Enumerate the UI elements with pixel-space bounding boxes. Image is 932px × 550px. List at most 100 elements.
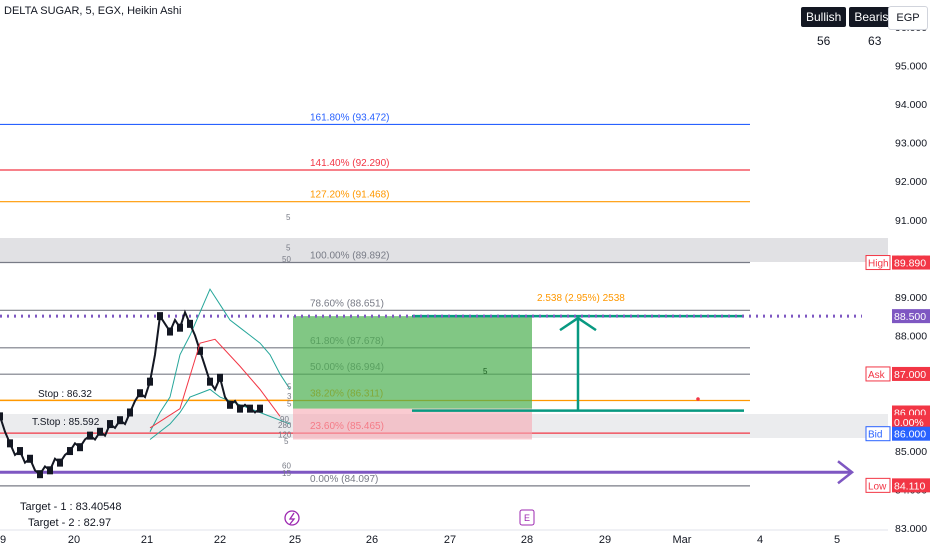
price-tag-bg xyxy=(892,366,930,381)
x-tick-label: 20 xyxy=(68,534,80,546)
y-tick-label: 91.000 xyxy=(895,215,927,227)
y-tick-label: 94.000 xyxy=(895,99,927,111)
candle xyxy=(17,447,23,456)
candle xyxy=(67,447,73,456)
target-1-label: Target - 1 : 83.40548 xyxy=(20,501,122,513)
price-tag-bg xyxy=(892,426,930,441)
fib-label: 161.80% (93.472) xyxy=(310,112,390,123)
target-2-label: Target - 2 : 82.97 xyxy=(28,517,112,529)
candle xyxy=(177,323,183,332)
price-tag-value: 84.110 xyxy=(894,480,925,492)
level-count-label: 5 xyxy=(284,437,289,446)
fib-label: 100.00% (89.892) xyxy=(310,250,390,261)
event-earnings-icon: E xyxy=(519,509,535,526)
x-tick-label: 21 xyxy=(141,534,153,546)
bearish-button[interactable]: Bearish xyxy=(849,7,901,27)
level-count-label: 3 xyxy=(287,392,292,401)
level-count-label: 90 xyxy=(280,415,289,424)
price-tag-name: Bid xyxy=(868,430,882,441)
level-count-label: 50 xyxy=(282,255,291,264)
x-tick-label: 4 xyxy=(757,534,763,546)
x-tick-label: 25 xyxy=(289,534,301,546)
fib-label: 0.00% (84.097) xyxy=(310,474,378,485)
red-overlay-line xyxy=(149,338,281,429)
price-tag-value: 87.000 xyxy=(894,369,926,381)
sentiment-widget: Bullish 56 Bearish 63 xyxy=(801,7,901,48)
x-tick-label: 27 xyxy=(444,534,456,546)
y-tick-label: 85.000 xyxy=(895,446,927,458)
candle xyxy=(167,327,173,336)
candle xyxy=(0,412,3,421)
symbol-header: DELTA SUGAR, 5, EGX, Heikin Ashi xyxy=(4,5,182,17)
price-tag-ask: 87.000 Ask xyxy=(865,366,930,382)
event-bolt xyxy=(288,512,296,525)
candle xyxy=(127,408,133,417)
price-tag-value: 89.890 xyxy=(894,258,926,270)
price-tag-name: Low xyxy=(868,481,887,492)
price-tag-bg xyxy=(892,478,930,493)
x-tick-label: 22 xyxy=(214,534,226,546)
stop-label: Stop : 86.32 xyxy=(38,389,92,400)
teal-band-lower xyxy=(149,388,291,440)
x-tick-label: Mar xyxy=(673,534,692,546)
level-count-label: 120 xyxy=(278,431,292,440)
teal-arrow-head xyxy=(559,316,597,332)
price-tag-name-bg xyxy=(865,366,891,382)
price-tag-bg xyxy=(892,309,930,324)
position-mid-label: 5 xyxy=(483,367,488,376)
price-tag-name: Ask xyxy=(868,370,886,381)
candle xyxy=(47,466,53,475)
price-tag-name-bg xyxy=(865,477,891,493)
candle xyxy=(37,470,43,479)
price-tag-change: 0.00% xyxy=(892,415,930,430)
y-tick-label: 89.000 xyxy=(895,292,927,304)
level-count-label: 15 xyxy=(282,469,291,478)
profit-zone xyxy=(293,316,532,409)
y-tick-label: 92.000 xyxy=(895,176,927,188)
bullish-button[interactable]: Bullish xyxy=(801,7,847,27)
red-dot-marker xyxy=(696,397,700,401)
candle xyxy=(107,420,113,429)
candle xyxy=(117,416,123,425)
candle xyxy=(137,389,143,398)
candle xyxy=(7,439,13,448)
candle xyxy=(197,346,203,355)
candle xyxy=(227,400,233,409)
purple-arrow-head xyxy=(837,460,855,485)
price-tag-bg xyxy=(892,415,930,430)
price-tag-bid: 86.000 Bid xyxy=(865,426,930,442)
position-label: 2.538 (2.95%) 2538 xyxy=(537,293,625,304)
x-tick-label: 26 xyxy=(366,534,378,546)
price-tag-bg xyxy=(892,255,930,270)
price-tag-high: 89.890 High xyxy=(865,255,930,271)
candle xyxy=(217,373,223,382)
bearish-count: 63 xyxy=(868,34,882,48)
fib-label: 127.20% (91.468) xyxy=(310,190,390,201)
fib-label: 141.40% (92.290) xyxy=(310,158,390,169)
price-tag-value: 86.000 xyxy=(894,429,926,441)
candle xyxy=(77,443,83,452)
price-tag-name: High xyxy=(868,259,889,270)
x-tick-label: 9 xyxy=(0,534,6,546)
tstop-label: T.Stop : 85.592 xyxy=(32,417,100,428)
price-tag-value: 88.500 xyxy=(894,311,926,323)
candle xyxy=(87,431,93,440)
event-flash-icon xyxy=(284,510,300,526)
upper-gray-band xyxy=(0,238,888,262)
x-tick-label: 29 xyxy=(599,534,611,546)
event-circle xyxy=(284,510,300,526)
teal-band-upper xyxy=(149,288,291,433)
candle xyxy=(247,404,253,413)
level-count-label: 5 xyxy=(286,244,291,253)
event-e-text: E xyxy=(524,513,530,523)
currency-button[interactable]: EGP xyxy=(888,6,928,30)
price-tag-low: 84.110 Low xyxy=(865,477,930,493)
y-tick-label: 83.000 xyxy=(895,523,927,535)
level-count-label: 280 xyxy=(278,421,292,430)
x-tick-label: 28 xyxy=(521,534,533,546)
candle xyxy=(57,458,63,467)
x-tick-label: 5 xyxy=(834,534,840,546)
level-count-label: 5 xyxy=(286,213,291,222)
bullish-count: 56 xyxy=(817,34,831,48)
